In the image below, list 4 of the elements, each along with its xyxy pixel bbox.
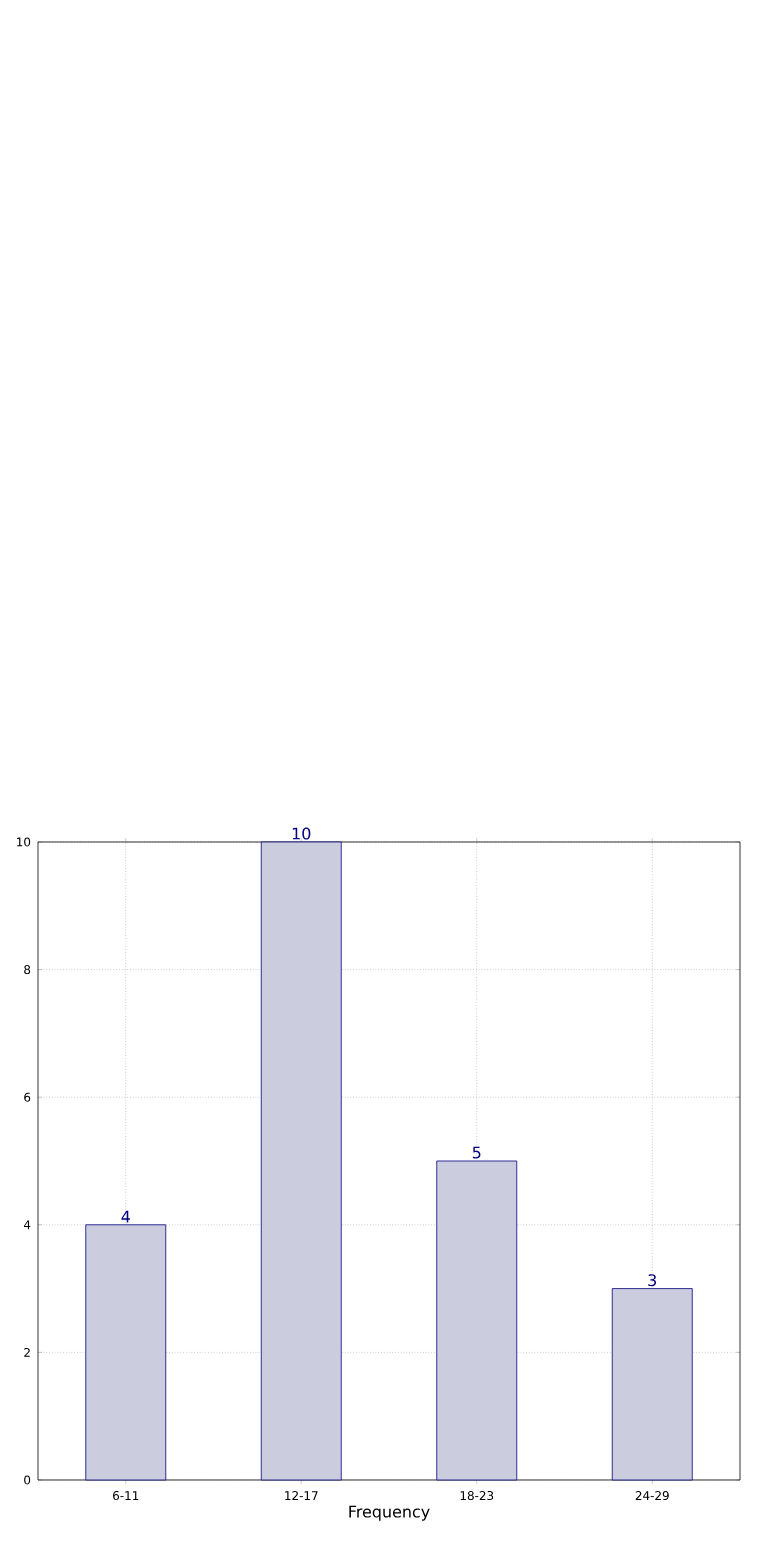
bar bbox=[260, 841, 342, 1481]
bar bbox=[85, 1224, 167, 1481]
bar bbox=[611, 1288, 693, 1481]
bar bbox=[436, 1160, 518, 1481]
